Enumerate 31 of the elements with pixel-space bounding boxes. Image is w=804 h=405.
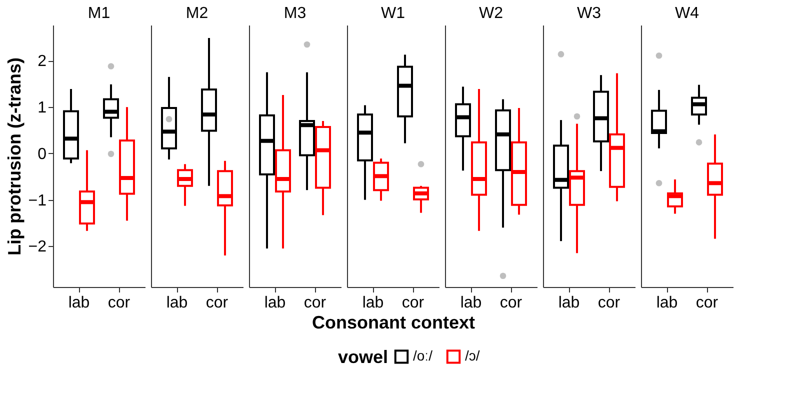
- x-tick-label: cor: [402, 294, 425, 312]
- y-tick-label: −1: [28, 192, 47, 210]
- y-tick-label: 1: [38, 100, 47, 117]
- y-tick-label: 0: [38, 146, 47, 163]
- x-tick-label: cor: [206, 294, 229, 312]
- x-tick-label: lab: [362, 294, 384, 312]
- y-axis-title: Lip protrusion (z-trans): [4, 58, 24, 256]
- chart-title: W1: [381, 5, 406, 22]
- chart-title: M2: [186, 5, 208, 22]
- y-tick-label: −2: [28, 238, 47, 256]
- x-tick-label: lab: [656, 294, 678, 312]
- x-tick-label: lab: [166, 294, 188, 312]
- x-tick-label: lab: [460, 294, 482, 312]
- chart-title: M1: [88, 5, 110, 22]
- x-tick-label: cor: [304, 294, 327, 312]
- legend-label: /oː/: [413, 348, 433, 364]
- x-tick-label: lab: [264, 294, 286, 312]
- legend-label: /ɔ/: [465, 348, 480, 364]
- x-tick-label: lab: [558, 294, 580, 312]
- chart-title: W2: [479, 5, 504, 22]
- x-tick-label: lab: [68, 294, 90, 312]
- y-tick-label: 2: [38, 53, 47, 70]
- x-tick-label: cor: [500, 294, 523, 312]
- chart-title: M3: [284, 5, 306, 22]
- chart-title: W4: [675, 5, 700, 22]
- x-tick-label: cor: [108, 294, 131, 312]
- chart-title: W3: [577, 5, 602, 22]
- x-tick-label: cor: [598, 294, 621, 312]
- legend-title: vowel: [338, 347, 388, 367]
- x-tick-label: cor: [696, 294, 719, 312]
- x-axis-title: Consonant context: [312, 312, 476, 332]
